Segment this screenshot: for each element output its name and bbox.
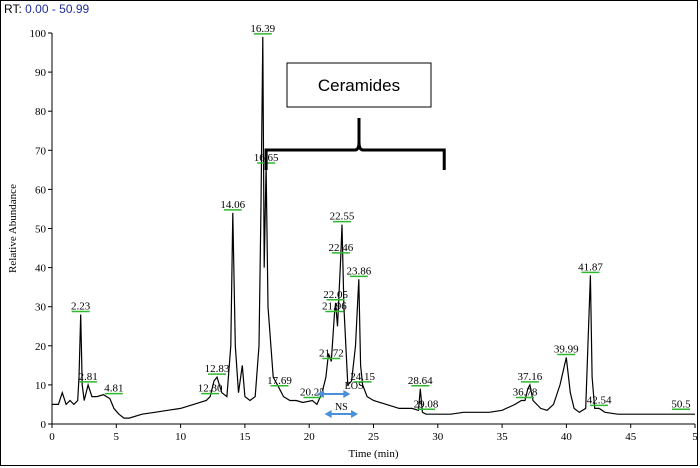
peak-label: 50.5 xyxy=(671,398,691,410)
x-tick-label: 35 xyxy=(497,431,509,443)
peak-label: 20.25 xyxy=(300,387,325,399)
peak-label: 22.46 xyxy=(328,242,353,254)
peak-label: 28.64 xyxy=(408,375,433,387)
ns-label: NS xyxy=(335,402,348,413)
x-tick-label: 25 xyxy=(368,431,380,443)
peak-label: 23.86 xyxy=(346,265,371,277)
peak-label: 14.06 xyxy=(220,199,245,211)
y-tick-label: 30 xyxy=(35,302,47,314)
peak-label: 21.72 xyxy=(319,347,344,359)
y-tick-label: 0 xyxy=(41,419,47,431)
x-tick-label: 40 xyxy=(561,431,573,443)
y-axis-title: Relative Abundance xyxy=(7,184,19,273)
peak-label: 17.69 xyxy=(267,375,292,387)
trace-group xyxy=(52,36,695,419)
y-tick-label: 40 xyxy=(35,263,47,275)
x-tick-label: 30 xyxy=(432,431,444,443)
rt-label: RT: xyxy=(4,2,22,16)
y-tick-label: 90 xyxy=(35,67,47,79)
peak-label: 2.81 xyxy=(79,371,98,383)
x-tick-label: 10 xyxy=(175,431,187,443)
peak-labels: 2.232.814.81 12.3012.8314.0616.3916.6517.… xyxy=(71,23,691,410)
ns-arrow-head-left xyxy=(324,410,332,418)
y-tick-label: 70 xyxy=(35,145,47,157)
rt-header: RT: 0.00 - 50.99 xyxy=(4,2,89,16)
y-tick-label: 20 xyxy=(35,341,47,353)
y-tick-label: 100 xyxy=(30,28,47,40)
peak-label: 22.55 xyxy=(330,211,355,223)
peak-label: 41.87 xyxy=(578,261,603,273)
y-tick-label: 50 xyxy=(35,224,47,236)
peak-label: 4.81 xyxy=(104,383,123,395)
peak-label: 12.83 xyxy=(205,363,230,375)
peak-label: 16.39 xyxy=(250,23,275,35)
ceramides-bracket xyxy=(264,118,446,170)
peak-label: 22.05 xyxy=(323,289,348,301)
axes: 0 10 20 30 40 50 60 70 80 90 100 0 5 10 15 20 25 30 35 40 45… xyxy=(7,28,698,460)
callout-text: Ceramides xyxy=(318,76,400,95)
x-axis-title: Time (min) xyxy=(348,448,398,460)
callout-box xyxy=(286,62,432,108)
peak-label: 37.16 xyxy=(518,371,543,383)
x-tick-label: 20 xyxy=(304,431,316,443)
x-tick-label: 45 xyxy=(625,431,637,443)
peak-label: 39.99 xyxy=(554,344,579,356)
eos-arrow-head-right xyxy=(343,390,351,398)
eos-arrow-head-left xyxy=(316,390,324,398)
x-tick-label: 5 xyxy=(114,431,120,443)
series-line xyxy=(52,36,695,419)
peak-label: 24.15 xyxy=(350,371,375,383)
eos-label: EOS xyxy=(345,381,364,392)
peak-label: 36.78 xyxy=(513,387,538,399)
peak-label: 42.54 xyxy=(587,394,612,406)
x-tick-label: 15 xyxy=(239,431,251,443)
peak-label: 21.96 xyxy=(322,301,347,313)
y-tick-label: 10 xyxy=(35,380,47,392)
x-tick-label: 5 xyxy=(692,431,698,443)
y-tick-label: 80 xyxy=(35,106,47,118)
y-tick-label: 60 xyxy=(35,184,47,196)
annotations: Ceramides EOS NS xyxy=(264,62,446,418)
x-tick-label: 0 xyxy=(49,431,55,443)
rt-range: 0.00 - 50.99 xyxy=(25,2,90,16)
ns-arrow-head-right xyxy=(351,410,359,418)
peak-label: 12.30 xyxy=(198,383,223,395)
peak-label: 29.08 xyxy=(414,398,439,410)
peak-label: 2.23 xyxy=(71,301,91,313)
